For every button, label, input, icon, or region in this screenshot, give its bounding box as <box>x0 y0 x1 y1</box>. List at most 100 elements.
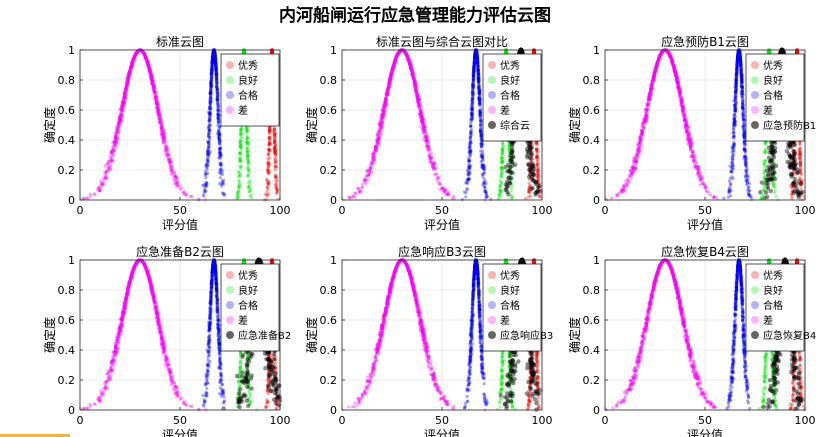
cloud-drop <box>265 178 270 183</box>
y-axis-label: 确定度 <box>42 107 57 143</box>
cloud-drop <box>274 191 279 195</box>
cloud-drop <box>274 144 278 148</box>
legend-label: 优秀 <box>238 59 258 72</box>
cloud-drop <box>470 102 474 106</box>
legend-label: 合格 <box>238 89 258 102</box>
figure-title: 内河船闸运行应急管理能力评估云图 <box>279 5 551 26</box>
cloud-drop <box>125 87 129 91</box>
cloud-drop <box>535 156 539 160</box>
cloud-drop <box>489 197 493 201</box>
cloud-drop <box>273 141 277 145</box>
cloud-drop <box>476 72 480 76</box>
cloud-drop <box>482 180 486 185</box>
cloud-drop <box>275 189 279 193</box>
cloud-drop <box>265 193 269 197</box>
cloud-drop <box>123 93 127 98</box>
cloud-drop <box>498 184 502 188</box>
cloud-drop <box>183 192 187 196</box>
cloud-drop <box>206 149 210 153</box>
cloud-drop <box>272 126 276 130</box>
cloud-drop <box>216 129 221 133</box>
cloud-drop <box>119 103 123 107</box>
cloud-drop <box>217 124 221 129</box>
cloud-drop <box>500 149 504 153</box>
cloud-drop <box>272 146 276 150</box>
x-tick-label: 100 <box>270 204 291 217</box>
cloud-drop <box>207 119 211 123</box>
cloud-drop <box>145 60 149 64</box>
cloud-drop <box>509 189 513 193</box>
cloud-drop <box>170 168 174 172</box>
cloud-drop <box>217 108 221 112</box>
cloud-drop <box>268 129 272 133</box>
cloud-drop <box>215 81 219 85</box>
cloud-drop <box>132 55 136 59</box>
cloud-drop <box>267 141 272 145</box>
x-tick-label: 50 <box>173 204 187 217</box>
cloud-drop <box>270 51 275 55</box>
cloud-drop <box>179 186 184 190</box>
x-tick-label: 0 <box>77 204 84 217</box>
cloud-drop <box>267 163 271 167</box>
cloud-drop <box>110 157 114 161</box>
cloud-drop <box>266 182 270 186</box>
cloud-drop <box>538 194 542 199</box>
cloud-drop <box>273 132 277 136</box>
cloud-drop <box>220 179 224 183</box>
cloud-drop <box>88 194 92 198</box>
cloud-drop <box>509 186 513 190</box>
cloud-drop <box>274 174 279 178</box>
cloud-drop <box>236 185 241 190</box>
cloud-drop <box>270 50 274 55</box>
cloud-drop <box>274 179 278 183</box>
cloud-drop <box>209 80 213 84</box>
cloud-drop <box>265 186 269 190</box>
cloud-drop <box>206 134 210 138</box>
cloud-drop <box>273 167 277 171</box>
cloud-drop <box>216 112 220 117</box>
cloud-drop <box>153 95 157 99</box>
cloud-drop <box>165 154 169 158</box>
cloud-drop <box>482 171 486 175</box>
cloud-drop <box>267 180 271 184</box>
cloud-drop <box>498 179 502 183</box>
cloud-drop <box>219 184 224 188</box>
cloud-drop <box>246 159 251 163</box>
cloud-drop <box>246 173 250 177</box>
cloud-drop <box>156 106 160 110</box>
cloud-drop <box>266 169 270 173</box>
cloud-drop <box>275 188 279 192</box>
cloud-drop <box>214 77 218 81</box>
cloud-drop <box>237 158 241 162</box>
cloud-drop <box>204 176 208 180</box>
cloud-drop <box>205 165 209 169</box>
legend-marker <box>226 61 234 69</box>
cloud-drop <box>175 178 179 182</box>
cloud-drop <box>210 62 214 67</box>
cloud-drop <box>208 129 212 133</box>
cloud-drop <box>268 131 272 135</box>
cloud-drop <box>524 196 528 200</box>
cloud-drop <box>101 176 105 180</box>
cloud-drop <box>246 146 250 150</box>
y-tick-label: 0.2 <box>58 164 76 177</box>
cloud-drop <box>268 126 272 130</box>
cloud-drop <box>465 186 469 191</box>
cloud-drop <box>162 131 166 135</box>
cloud-drop <box>496 197 500 201</box>
cloud-drop <box>270 50 274 54</box>
cloud-drop <box>485 195 489 199</box>
cloud-drop <box>266 167 270 171</box>
cloud-drop <box>204 172 208 176</box>
cloud-drop <box>270 51 274 55</box>
cloud-drop <box>159 121 163 125</box>
cloud-drop <box>245 128 249 132</box>
cloud-drop <box>246 168 250 172</box>
cloud-drop <box>215 89 220 93</box>
cloud-drop <box>268 129 272 133</box>
cloud-drop <box>472 60 476 65</box>
cloud-drop <box>217 142 221 146</box>
